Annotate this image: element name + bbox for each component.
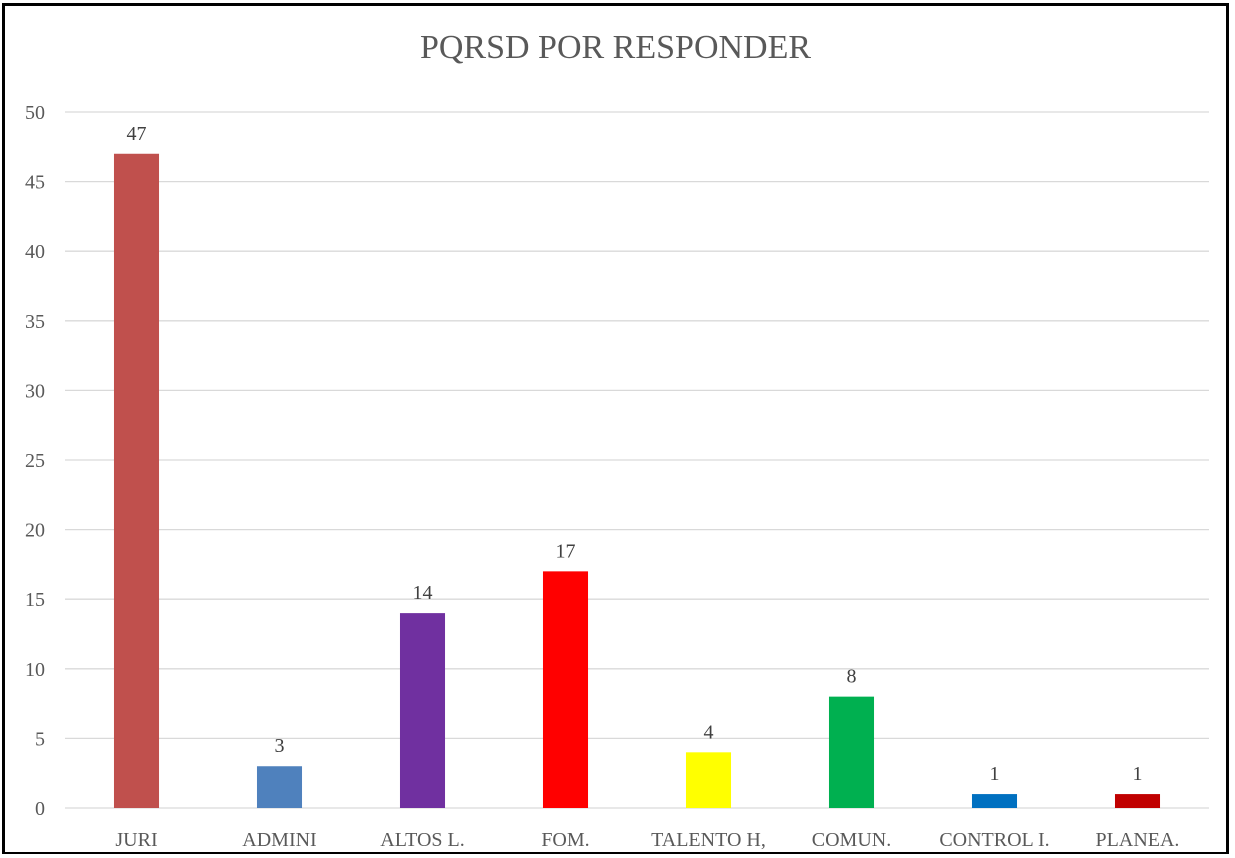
y-tick-label: 25: [25, 450, 45, 472]
y-tick-label: 30: [25, 380, 45, 402]
bar: [828, 696, 875, 808]
category-label: COMUN.: [812, 829, 891, 851]
y-tick-label: 15: [25, 589, 45, 611]
data-label: 1: [1133, 763, 1143, 785]
y-tick-label: 20: [25, 520, 45, 542]
y-tick-label: 40: [25, 241, 45, 263]
category-label: JURI: [115, 829, 157, 851]
chart-frame: PQRSD POR RESPONDER 0 5 10 15 20 25 30 35 40 45 50…: [2, 3, 1229, 854]
data-label: 17: [556, 540, 576, 562]
category-label: PLANEA.: [1096, 829, 1180, 851]
data-label: 14: [413, 582, 433, 604]
y-tick-label: 35: [25, 311, 45, 333]
data-labels: 47 3 14 17 4 8 1 1: [127, 123, 1143, 785]
data-label: 4: [704, 721, 714, 743]
data-label: 1: [990, 763, 1000, 785]
bar: [113, 153, 160, 808]
category-labels: JURI ADMINI ALTOS L. FOM. TALENTO H, COMUN. CO…: [115, 829, 1179, 851]
data-label: 47: [127, 123, 147, 145]
data-label: 3: [275, 735, 285, 757]
chart-title: PQRSD POR RESPONDER: [419, 29, 812, 66]
bars: [113, 153, 1161, 808]
bar: [685, 752, 732, 808]
category-label: FOM.: [541, 829, 589, 851]
bar: [542, 571, 589, 808]
bar: [971, 794, 1018, 808]
category-label: ADMINI: [242, 829, 316, 851]
y-tick-label: 10: [25, 659, 45, 681]
y-tick-label: 5: [35, 728, 45, 750]
y-tick-label: 50: [25, 102, 45, 124]
category-label: CONTROL I.: [939, 829, 1049, 851]
data-label: 8: [847, 666, 857, 688]
y-tick-label: 0: [35, 798, 45, 820]
bar: [256, 766, 303, 808]
y-axis-ticks: 0 5 10 15 20 25 30 35 40 45 50: [25, 102, 45, 820]
gridlines: [65, 111, 1209, 809]
category-label: ALTOS L.: [380, 829, 464, 851]
y-tick-label: 45: [25, 172, 45, 194]
bar: [1114, 794, 1161, 808]
category-label: TALENTO H,: [651, 829, 766, 851]
bar: [399, 613, 446, 808]
bar-chart-plot: 0 5 10 15 20 25 30 35 40 45 50 47 3 14 17 4 8 1 1 JURI ADM…: [25, 102, 1209, 851]
